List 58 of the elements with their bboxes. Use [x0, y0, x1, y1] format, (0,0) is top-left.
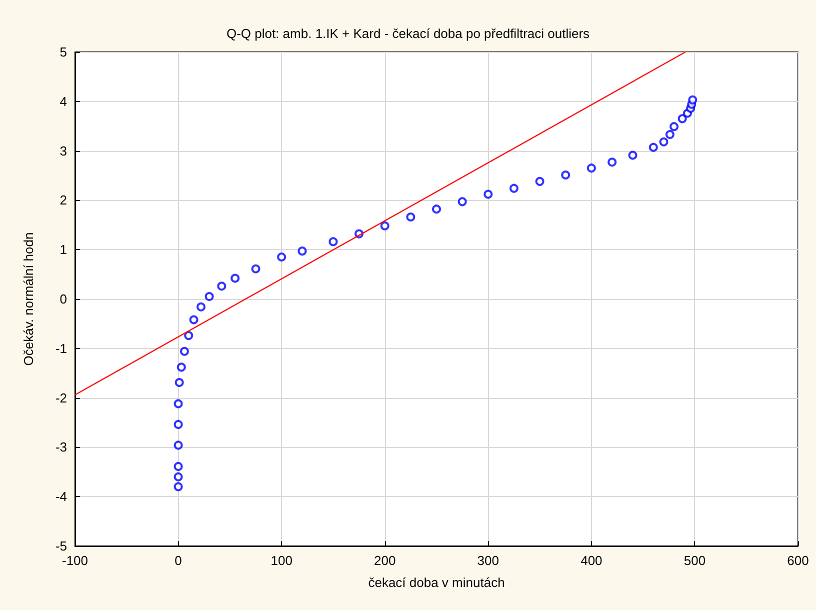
point	[174, 482, 183, 492]
y-tick-label: 2	[60, 192, 67, 208]
y-tick-label: 0	[60, 292, 67, 306]
y-tick-label: 4	[60, 94, 67, 109]
x-tick-label: 400	[580, 553, 602, 568]
point	[678, 114, 687, 124]
point	[688, 95, 698, 104]
point	[174, 472, 183, 482]
point	[298, 246, 307, 256]
point	[406, 212, 416, 222]
point	[251, 264, 260, 274]
point	[196, 302, 206, 312]
point	[561, 170, 570, 180]
point	[277, 252, 286, 262]
y-tick-label: 1	[60, 242, 67, 258]
point	[659, 137, 668, 146]
chart-title: Q-Q plot: amb. 1.IK + Kard - čekací doba po předfiltraci outliers	[226, 26, 590, 41]
point	[648, 142, 658, 152]
point	[230, 274, 240, 283]
point	[217, 282, 226, 291]
y-tick-label: 3	[60, 143, 67, 158]
point	[174, 420, 183, 429]
point	[380, 221, 390, 230]
point	[174, 462, 183, 471]
point	[184, 331, 194, 340]
point	[484, 190, 493, 199]
point	[174, 440, 183, 450]
point	[189, 315, 198, 324]
x-tick-label: 500	[684, 553, 706, 568]
y-tick-label: 5	[60, 44, 67, 60]
point	[176, 362, 186, 372]
point	[204, 292, 214, 302]
point	[458, 197, 467, 206]
x-tick-label: 0	[174, 553, 182, 568]
point	[432, 204, 441, 214]
point	[509, 184, 518, 193]
point	[328, 237, 338, 246]
x-tick-label: 200	[374, 553, 396, 568]
point	[180, 346, 189, 356]
point	[174, 399, 183, 408]
point	[608, 158, 617, 167]
y-tick-label: -5	[55, 538, 67, 554]
x-tick-label: -100	[62, 553, 88, 568]
x-tick-label: 300	[477, 553, 499, 568]
x-tick-label: 600	[787, 553, 809, 568]
point	[174, 378, 184, 387]
point	[586, 164, 596, 173]
point	[628, 150, 638, 160]
x-tick-label: 100	[270, 553, 292, 568]
y-tick-label: -1	[55, 340, 67, 356]
y-tick-label: -3	[55, 440, 67, 455]
point	[670, 122, 679, 132]
point	[665, 130, 674, 139]
point	[535, 176, 544, 186]
y-tick-label: -4	[55, 489, 67, 504]
x-axis-title: čekací doba v minutách	[368, 575, 505, 590]
y-axis-title: Očekáv. normální hodn	[21, 232, 36, 366]
y-tick-label: -2	[55, 390, 67, 406]
